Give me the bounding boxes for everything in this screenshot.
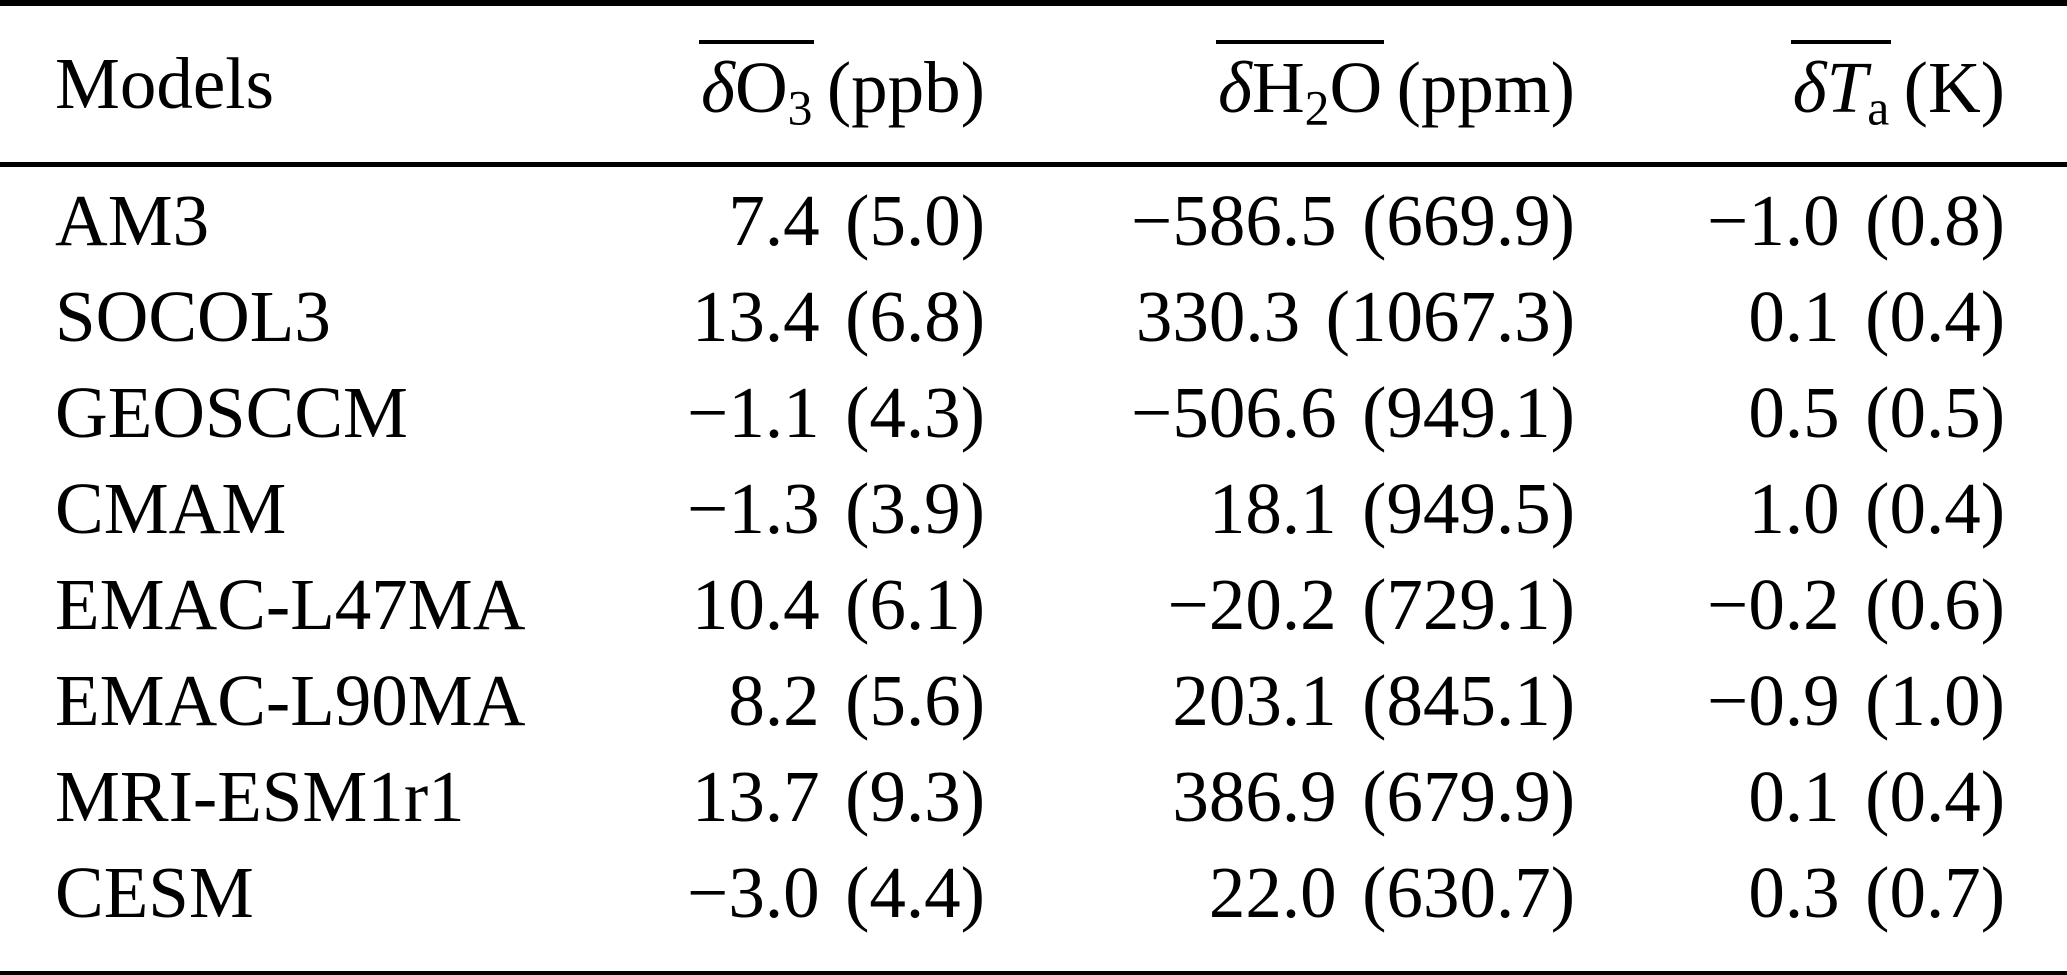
h2o-part2: O	[1329, 46, 1383, 128]
o3-value-cell: 10.4 (6.1)	[691, 563, 985, 645]
header-models-label: Models	[55, 42, 274, 124]
h2o-value-cell: 18.1 (949.5)	[1208, 467, 1575, 549]
overline-delta-h2o: δH2O	[1216, 39, 1385, 133]
ta-subscript: a	[1867, 80, 1890, 136]
h2o-value-cell: −586.5 (669.9)	[1131, 179, 1575, 261]
table-row: SOCOL3 13.4 (6.8) 330.3 (1067.3) 0.1 (0.…	[0, 269, 2067, 365]
o3-unit: (ppb)	[826, 46, 985, 128]
overline-delta-o3: δO3	[699, 39, 815, 133]
h2o-subscript: 2	[1304, 80, 1330, 136]
ta-value-cell: 0.1 (0.4)	[1748, 275, 2005, 357]
ta-value-cell: −0.9 (1.0)	[1707, 659, 2005, 741]
ta-value-cell: 0.1 (0.4)	[1748, 755, 2005, 837]
model-name-cell: MRI-ESM1r1	[55, 755, 465, 837]
table-header: Models δO3 (ppb) δH2O (ppm) δTa (K)	[0, 3, 2067, 167]
h2o-value-cell: −506.6 (949.1)	[1131, 371, 1575, 453]
model-name-cell: CESM	[55, 851, 254, 933]
header-row: Models δO3 (ppb) δH2O (ppm) δTa (K)	[0, 3, 2067, 167]
h2o-value-cell: −20.2 (729.1)	[1167, 563, 1575, 645]
h2o-value-cell: 386.9 (679.9)	[1172, 755, 1575, 837]
header-delta-ta: δTa (K)	[1575, 3, 2067, 167]
ta-value-cell: −0.2 (0.6)	[1707, 563, 2005, 645]
o3-species: O	[734, 46, 788, 128]
o3-value-cell: −3.0 (4.4)	[687, 851, 985, 933]
o3-subscript: 3	[787, 80, 813, 136]
o3-value-cell: 8.2 (5.6)	[728, 659, 985, 741]
ta-value-cell: 0.3 (0.7)	[1748, 851, 2005, 933]
table-row: AM3 7.4 (5.0) −586.5 (669.9) −1.0 (0.8)	[0, 165, 2067, 270]
o3-value-cell: 13.7 (9.3)	[691, 755, 985, 837]
ta-unit: (K)	[1903, 46, 2005, 128]
overline-delta-ta: δTa	[1790, 39, 1892, 133]
ta-value-cell: −1.0 (0.8)	[1707, 179, 2005, 261]
model-name-cell: GEOSCCM	[55, 371, 408, 453]
h2o-value-cell: 203.1 (845.1)	[1172, 659, 1575, 741]
model-name-cell: SOCOL3	[55, 275, 331, 357]
h2o-unit: (ppm)	[1396, 46, 1575, 128]
table-row: MRI-ESM1r1 13.7 (9.3) 386.9 (679.9) 0.1 …	[0, 749, 2067, 845]
delta-symbol: δ	[1792, 46, 1827, 128]
ta-value-cell: 0.5 (0.5)	[1748, 371, 2005, 453]
header-delta-o3: δO3 (ppb)	[620, 3, 985, 167]
o3-value-cell: 7.4 (5.0)	[728, 179, 985, 261]
model-name-cell: CMAM	[55, 467, 287, 549]
table-row: CESM −3.0 (4.4) 22.0 (630.7) 0.3 (0.7)	[0, 845, 2067, 974]
ta-symbol: T	[1826, 46, 1868, 128]
table-row: EMAC-L47MA 10.4 (6.1) −20.2 (729.1) −0.2…	[0, 557, 2067, 653]
table-row: EMAC-L90MA 8.2 (5.6) 203.1 (845.1) −0.9 …	[0, 653, 2067, 749]
table-body: AM3 7.4 (5.0) −586.5 (669.9) −1.0 (0.8) …	[0, 165, 2067, 974]
o3-value-cell: −1.3 (3.9)	[687, 467, 985, 549]
delta-symbol: δ	[1218, 46, 1252, 128]
model-name-cell: EMAC-L47MA	[55, 563, 526, 645]
h2o-value-cell: 330.3 (1067.3)	[1135, 275, 1575, 357]
o3-value-cell: 13.4 (6.8)	[691, 275, 985, 357]
table-row: GEOSCCM −1.1 (4.3) −506.6 (949.1) 0.5 (0…	[0, 365, 2067, 461]
header-delta-h2o: δH2O (ppm)	[985, 3, 1575, 167]
model-name-cell: EMAC-L90MA	[55, 659, 526, 741]
h2o-part1: H	[1251, 46, 1305, 128]
ta-value-cell: 1.0 (0.4)	[1748, 467, 2005, 549]
o3-value-cell: −1.1 (4.3)	[687, 371, 985, 453]
h2o-value-cell: 22.0 (630.7)	[1208, 851, 1575, 933]
header-models: Models	[0, 3, 620, 167]
table-row: CMAM −1.3 (3.9) 18.1 (949.5) 1.0 (0.4)	[0, 461, 2067, 557]
delta-symbol: δ	[701, 46, 735, 128]
model-name-cell: AM3	[55, 179, 210, 261]
